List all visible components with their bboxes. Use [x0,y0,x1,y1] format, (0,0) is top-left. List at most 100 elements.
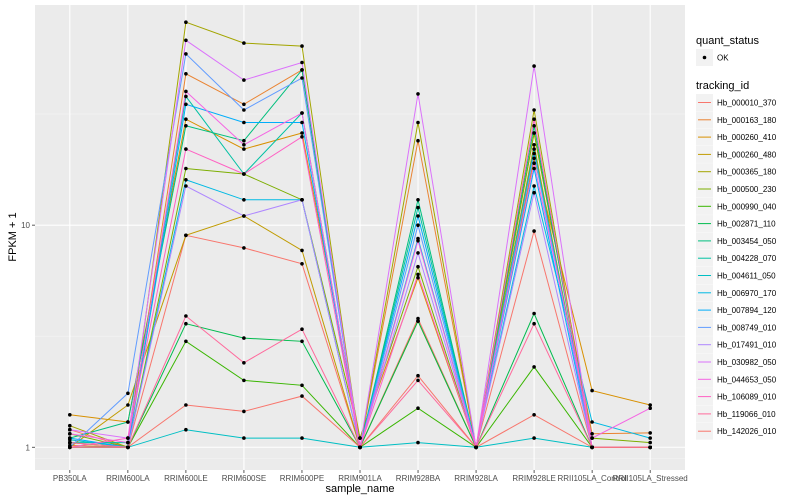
data-point-Hb_000990_040 [416,406,420,411]
data-point-Hb_007894_120 [300,120,304,125]
legend-label-ok: OK [717,54,729,63]
data-point-Hb_000990_040 [242,378,246,383]
data-point-Hb_044653_050 [590,436,594,440]
data-point-Hb_142026_010 [358,445,362,450]
data-point-Hb_008749_010 [300,76,304,80]
data-point-Hb_044653_050 [300,111,304,115]
data-point-Hb_000500_230 [184,166,188,171]
data-point-Hb_017491_010 [184,184,188,188]
data-point-Hb_000010_370 [300,262,304,266]
data-point-Hb_007894_120 [68,436,72,440]
data-point-Hb_000260_410 [68,413,72,417]
x-tick-label: PB350LA [53,474,87,483]
data-point-Hb_000365_180 [532,108,536,112]
data-point-Hb_000010_370 [532,229,536,233]
x-tick-label: RRIM928BA [396,474,441,483]
legend-items: Hb_000010_370 Hb_000163_180 Hb_000260_410 H… [696,94,777,440]
data-point-Hb_142026_010 [416,373,420,378]
data-point-Hb_017491_010 [532,190,536,195]
data-point-Hb_030982_050 [416,92,420,96]
data-point-Hb_142026_010 [648,445,652,450]
data-point-Hb_106089_010 [300,135,304,139]
y-axis: 1 10 [21,221,35,452]
legend-title-quant-status: quant_status [696,35,759,47]
data-point-Hb_008749_010 [126,391,130,396]
x-tick-label: RRIM928LA [454,474,498,483]
legend-label-Hb_006970_170: Hb_006970_170 [717,289,777,298]
legend-label-Hb_000010_370: Hb_000010_370 [717,99,777,108]
data-point-Hb_044653_050 [184,89,188,94]
data-point-Hb_106089_010 [532,117,536,121]
data-point-Hb_000500_230 [648,440,652,445]
data-point-Hb_003454_050 [126,420,130,424]
x-tick-label: RRIM600SE [222,474,266,483]
legend-title-tracking-id: tracking_id [696,80,749,92]
data-point-Hb_007894_120 [532,166,536,171]
y-tick-label: 1 [26,443,31,452]
data-point-Hb_030982_050 [68,427,72,432]
data-point-Hb_000500_230 [416,264,420,269]
data-point-Hb_008749_010 [532,151,536,156]
y-axis-title: FPKM + 1 [7,212,19,261]
data-point-Hb_004611_050 [184,427,188,432]
data-point-Hb_119066_010 [300,327,304,332]
data-point-Hb_044653_050 [648,406,652,411]
data-point-Hb_044653_050 [416,239,420,243]
legend: quant_status OK tracking_id Hb_000010_37… [696,35,777,440]
data-point-Hb_142026_010 [532,413,536,417]
grid-major [35,5,685,470]
data-point-Hb_030982_050 [300,60,304,65]
data-point-Hb_000260_410 [532,156,536,161]
data-point-Hb_030982_050 [184,38,188,43]
data-point-Hb_000260_410 [300,131,304,135]
legend-point-ok [702,55,707,60]
data-point-Hb_008749_010 [184,52,188,56]
legend-label-Hb_007894_120: Hb_007894_120 [717,306,777,315]
data-point-Hb_008749_010 [242,108,246,112]
data-point-Hb_000163_180 [590,432,594,436]
data-point-Hb_119066_010 [416,378,420,383]
legend-label-Hb_000365_180: Hb_000365_180 [717,168,777,177]
legend-label-Hb_017491_010: Hb_017491_010 [717,341,777,350]
x-tick-label: RRIM928LE [512,474,556,483]
data-point-Hb_000990_040 [532,365,536,369]
data-point-Hb_000010_370 [416,316,420,321]
legend-label-Hb_000163_180: Hb_000163_180 [717,116,777,125]
x-tick-label: RRIM901LA [338,474,382,483]
data-point-Hb_106089_010 [416,272,420,277]
legend-label-Hb_142026_010: Hb_142026_010 [717,427,777,436]
legend-label-Hb_000500_230: Hb_000500_230 [717,185,777,194]
data-point-Hb_142026_010 [68,445,72,450]
data-point-Hb_106089_010 [126,436,130,440]
data-point-Hb_008749_010 [416,223,420,227]
data-point-Hb_119066_010 [532,321,536,326]
x-tick-label: RRII105LA_Control [557,474,627,483]
data-point-Hb_106089_010 [242,172,246,176]
data-point-Hb_003454_050 [416,198,420,202]
data-point-Hb_030982_050 [242,78,246,82]
x-axis-title: sample_name [325,483,394,495]
y-tick-label: 10 [21,221,30,230]
data-point-Hb_000365_180 [300,44,304,48]
data-point-Hb_119066_010 [68,440,72,445]
data-point-Hb_004611_050 [416,440,420,445]
data-point-Hb_006970_170 [590,420,594,424]
data-point-Hb_000163_180 [416,138,420,143]
data-point-Hb_142026_010 [242,409,246,414]
data-point-Hb_044653_050 [532,161,536,165]
data-point-Hb_000365_180 [416,120,420,125]
legend-label-Hb_003454_050: Hb_003454_050 [717,237,777,246]
data-point-Hb_000260_410 [648,403,652,407]
data-point-Hb_002871_110 [416,319,420,323]
legend-label-Hb_004611_050: Hb_004611_050 [717,272,776,281]
data-point-Hb_017491_010 [416,251,420,255]
data-point-Hb_006970_170 [184,178,188,182]
x-tick-label: RRIM600LA [106,474,150,483]
data-point-Hb_044653_050 [126,440,130,445]
data-point-Hb_004611_050 [242,436,246,440]
x-tick-label: RRIM600PE [280,474,324,483]
legend-label-Hb_030982_050: Hb_030982_050 [717,358,777,367]
legend-label-Hb_044653_050: Hb_044653_050 [717,375,777,384]
data-point-Hb_044653_050 [68,432,72,436]
data-point-Hb_017491_010 [300,198,304,202]
